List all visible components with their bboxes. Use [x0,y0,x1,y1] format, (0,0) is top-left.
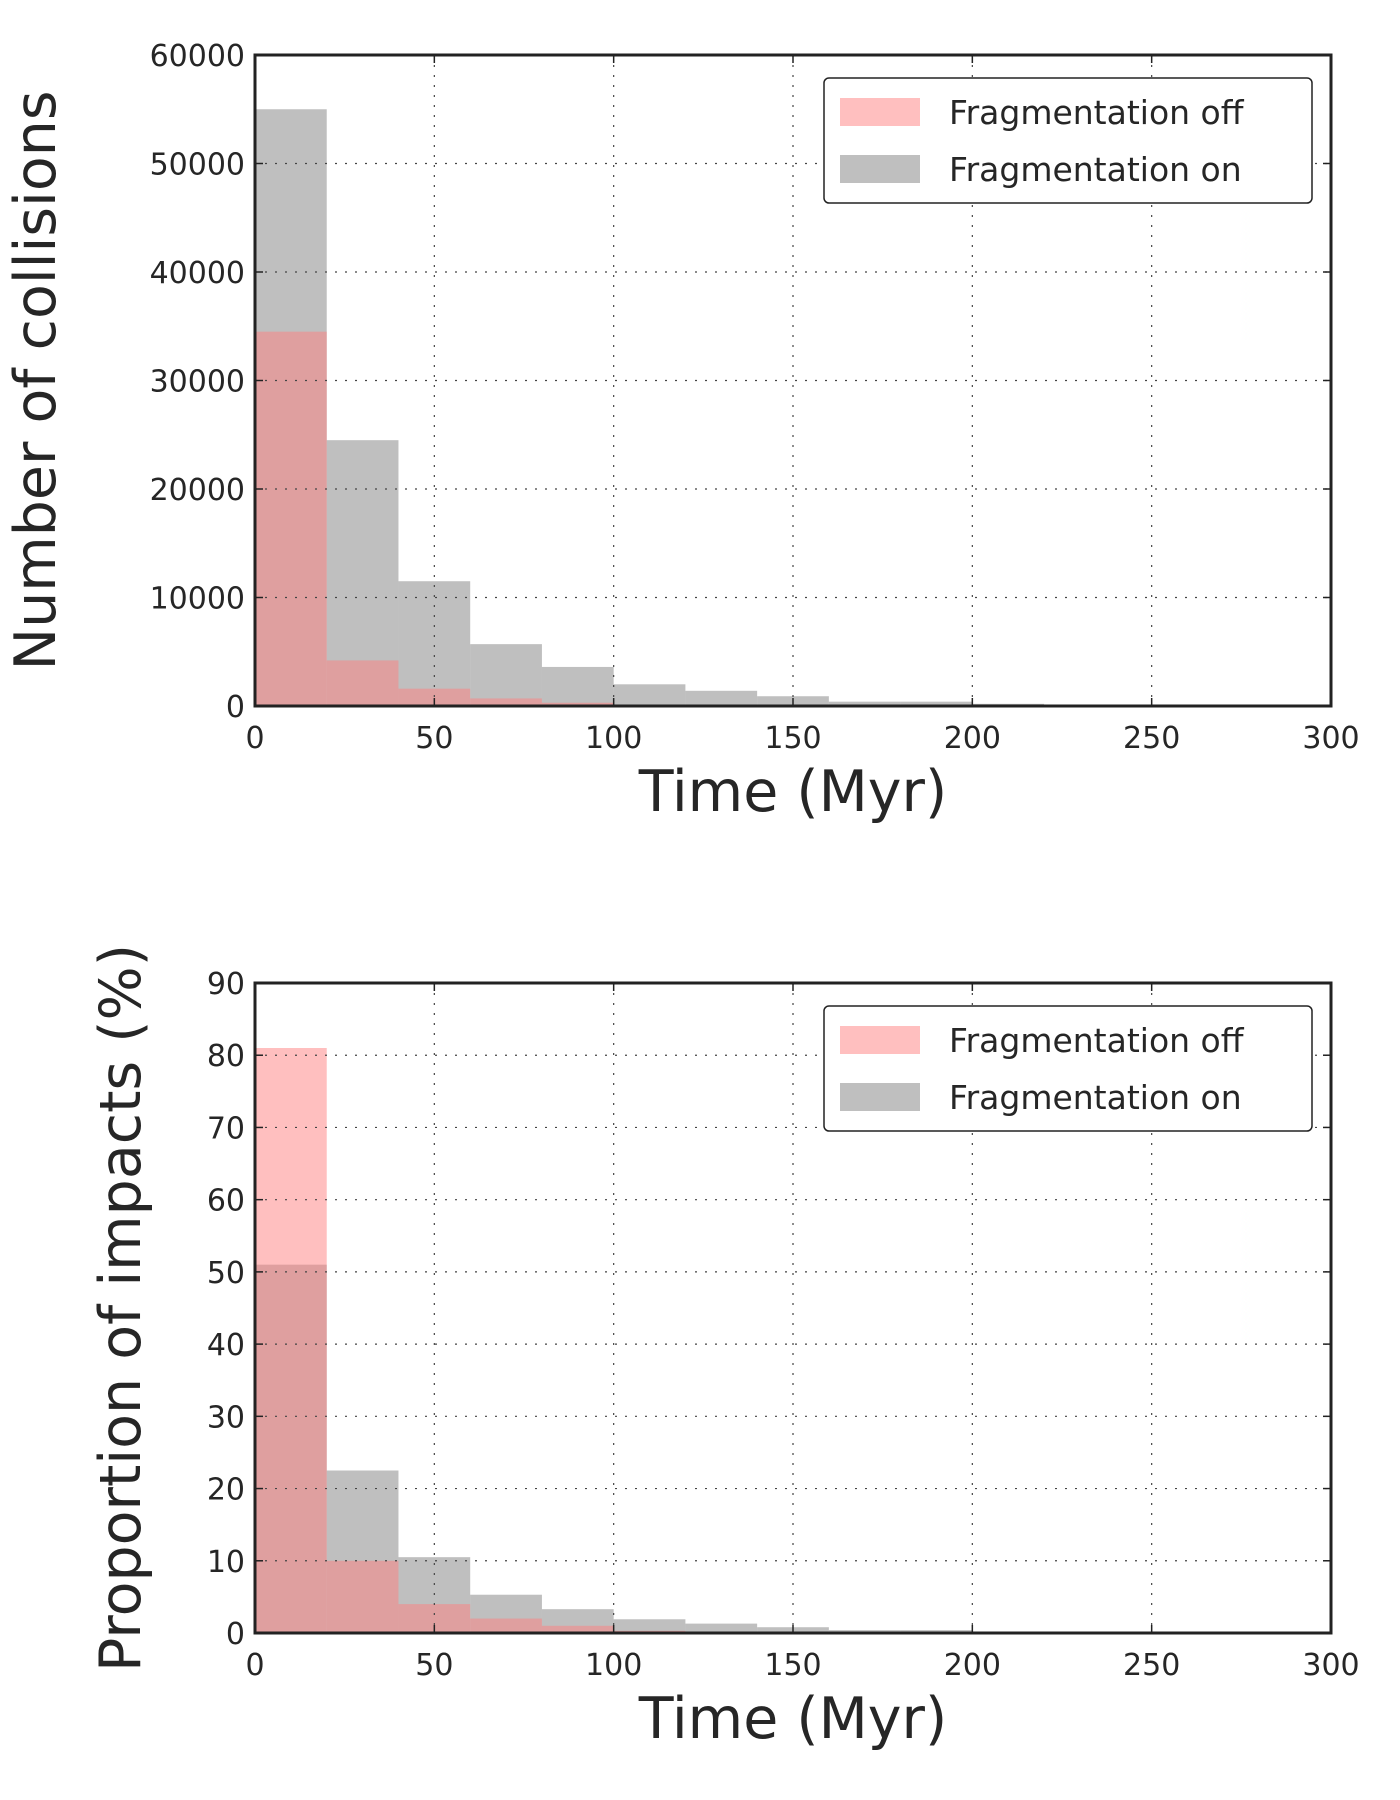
legend-swatch-off [840,98,920,126]
y-tick-label: 50000 [150,148,245,183]
x-axis-label: Time (Myr) [638,759,947,825]
x-tick-label: 50 [415,721,453,756]
x-axis-label: Time (Myr) [638,1686,947,1752]
y-tick-label: 60 [207,1184,245,1219]
y-tick-label: 20000 [150,473,245,508]
x-tick-label: 0 [245,721,264,756]
bar-fragmentation-on [541,666,614,706]
bar-fragmentation-on [398,581,471,706]
legend-swatch-on [840,155,920,183]
y-tick-label: 90 [207,967,245,1002]
x-tick-label: 300 [1302,1648,1359,1683]
y-tick-label: 80 [207,1039,245,1074]
bar-fragmentation-off [326,1560,399,1633]
x-tick-label: 250 [1123,1648,1180,1683]
bar-fragmentation-on [900,701,973,706]
bar-fragmentation-on [613,684,686,706]
x-tick-label: 0 [245,1648,264,1683]
legend: Fragmentation off Fragmentation on [823,77,1313,204]
x-tick-label: 200 [944,1648,1001,1683]
y-tick-label: 0 [226,690,245,725]
y-tick-label: 50 [207,1256,245,1291]
bar-fragmentation-on [685,690,758,706]
axes-frame [253,53,1333,708]
legend-label: Fragmentation off [949,1021,1245,1060]
legend-swatch-on [840,1083,920,1111]
y-tick-label: 40 [207,1328,245,1363]
legend-box [823,1005,1313,1132]
y-tick-label: 70 [207,1111,245,1146]
y-tick-label: 20 [207,1473,245,1508]
bar-fragmentation-off [255,331,327,706]
bar-fragmentation-off [398,688,471,706]
y-tick-label: 30 [207,1400,245,1435]
bar-fragmentation-off [326,660,399,706]
bar-fragmentation-off [541,702,614,706]
y-tick-label: 60000 [150,39,245,74]
bar-fragmentation-on [685,1623,758,1633]
bar-fragmentation-off [470,698,542,706]
y-tick-label: 10000 [150,582,245,617]
y-axis-label: Number of collisions [3,90,69,670]
legend: Fragmentation off Fragmentation on [823,1005,1313,1132]
x-tick-label: 50 [415,1648,453,1683]
chart-panel-1: 0 50 100 150 200 250 300 0 10000 20000 30000 40000 5… [3,39,1360,825]
y-tick-label: 0 [226,1617,245,1652]
legend-label: Fragmentation on [949,1078,1242,1117]
x-tick-label: 100 [585,1648,642,1683]
bar-fragmentation-on [470,644,542,706]
legend-box [823,77,1313,204]
axes-frame [253,981,1333,1635]
bar-fragmentation-off [470,1618,542,1633]
legend-label: Fragmentation off [949,93,1245,132]
y-tick-label: 40000 [150,256,245,291]
x-tick-label: 150 [764,1648,821,1683]
legend-label: Fragmentation on [949,150,1242,189]
bar-fragmentation-on [613,1619,686,1633]
x-tick-label: 100 [585,721,642,756]
legend-swatch-off [840,1026,920,1054]
x-tick-label: 200 [944,721,1001,756]
bar-fragmentation-off [255,1048,327,1633]
y-tick-label: 10 [207,1545,245,1580]
x-tick-label: 250 [1123,721,1180,756]
bar-fragmentation-on [828,701,901,706]
x-tick-label: 300 [1302,721,1359,756]
y-tick-label: 30000 [150,365,245,400]
bar-fragmentation-off [541,1625,614,1633]
x-tick-label: 150 [764,721,821,756]
y-axis-label: Proportion of impacts (%) [88,944,154,1672]
chart-panel-2: 0 50 100 150 200 250 300 0 10 20 30 40 50 60 70 80 90 Tim… [88,944,1360,1752]
